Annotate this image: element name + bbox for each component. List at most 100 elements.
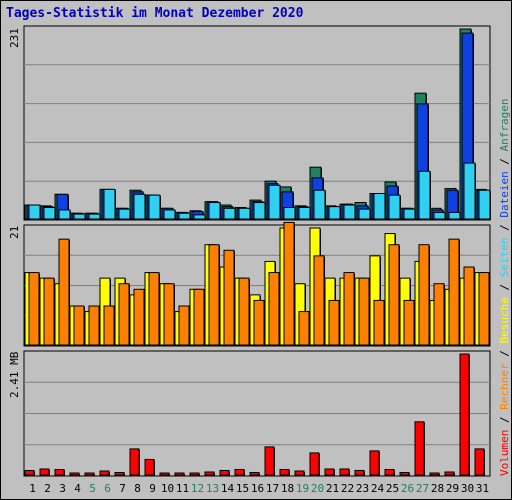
day-label-4: 4 [74, 482, 81, 495]
bar-seiten-day-20 [313, 189, 326, 220]
bar-seiten-day-19 [298, 206, 311, 220]
bar-rechner-day-10 [163, 283, 175, 346]
bar-volumen-day-16 [249, 471, 260, 476]
bar-rechner-day-31 [478, 272, 490, 346]
bar-volumen-day-20 [309, 452, 320, 476]
bar-volumen-day-11 [174, 472, 185, 476]
day-label-3: 3 [59, 482, 66, 495]
day-label-26: 26 [400, 482, 415, 495]
day-label-23: 23 [355, 482, 370, 495]
bar-volumen-day-8 [129, 448, 140, 476]
bar-seiten-day-5 [88, 213, 101, 220]
day-label-5: 5 [89, 482, 96, 495]
day-label-16: 16 [250, 482, 265, 495]
bar-rechner-day-30 [463, 266, 475, 346]
bar-rechner-day-11 [178, 305, 190, 346]
bar-seiten-day-29 [448, 211, 461, 220]
bar-rechner-day-18 [283, 221, 295, 346]
bar-volumen-day-17 [264, 446, 275, 476]
requests-plot-area [23, 25, 491, 221]
bar-rechner-day-22 [343, 272, 355, 346]
bar-seiten-day-7 [118, 208, 131, 220]
bar-seiten-day-17 [268, 184, 281, 220]
day-label-18: 18 [280, 482, 295, 495]
day-label-31: 31 [475, 482, 490, 495]
bar-volumen-day-23 [354, 469, 365, 476]
bar-rechner-day-24 [373, 299, 385, 346]
day-label-25: 25 [385, 482, 400, 495]
bar-seiten-day-6 [103, 188, 116, 220]
bar-seiten-day-3 [58, 209, 71, 220]
bar-rechner-day-1 [28, 272, 40, 346]
bar-volumen-day-26 [399, 471, 410, 476]
bar-rechner-day-7 [118, 283, 130, 346]
bar-rechner-day-15 [238, 277, 250, 346]
bar-volumen-day-4 [69, 472, 80, 476]
day-label-7: 7 [119, 482, 126, 495]
day-label-27: 27 [415, 482, 430, 495]
day-label-9: 9 [149, 482, 156, 495]
day-label-14: 14 [220, 482, 235, 495]
bar-volumen-day-21 [324, 468, 335, 476]
bar-volumen-day-3 [54, 468, 65, 476]
bar-seiten-day-8 [133, 193, 146, 220]
bar-volumen-day-29 [444, 471, 455, 476]
bar-seiten-day-28 [433, 211, 446, 220]
bar-volumen-day-1 [24, 469, 35, 476]
bar-volumen-day-5 [84, 472, 95, 476]
bar-seiten-day-4 [73, 213, 86, 220]
day-label-21: 21 [325, 482, 340, 495]
bar-seiten-day-10 [163, 209, 176, 220]
day-label-11: 11 [175, 482, 190, 495]
bar-volumen-day-14 [219, 469, 230, 476]
bar-seiten-day-21 [328, 206, 341, 220]
bar-volumen-day-7 [114, 471, 125, 476]
bar-volumen-day-25 [384, 468, 395, 476]
bar-seiten-day-14 [223, 207, 236, 220]
bar-rechner-day-29 [448, 238, 460, 346]
bar-volumen-day-15 [234, 468, 245, 476]
bar-volumen-day-6 [99, 470, 110, 476]
bar-seiten-day-31 [478, 189, 491, 220]
bar-seiten-day-25 [388, 194, 401, 220]
day-label-19: 19 [295, 482, 310, 495]
bar-seiten-day-30 [463, 162, 476, 220]
bar-volumen-day-13 [204, 471, 215, 476]
bar-seiten-day-23 [358, 208, 371, 220]
bar-seiten-day-22 [343, 204, 356, 220]
bar-rechner-day-19 [298, 311, 310, 346]
bar-seiten-day-27 [418, 170, 431, 220]
bar-volumen-day-27 [414, 421, 425, 476]
day-label-24: 24 [370, 482, 385, 495]
day-label-8: 8 [134, 482, 141, 495]
bar-volumen-day-30 [459, 353, 470, 476]
bar-seiten-day-12 [193, 214, 206, 220]
bar-rechner-day-25 [388, 244, 400, 346]
bar-rechner-day-16 [253, 299, 265, 346]
bar-rechner-day-14 [223, 249, 235, 346]
day-label-1: 1 [29, 482, 36, 495]
day-label-17: 17 [265, 482, 280, 495]
day-label-2: 2 [44, 482, 51, 495]
bar-volumen-day-22 [339, 468, 350, 476]
bar-rechner-day-23 [358, 277, 370, 346]
chart-title: Tages-Statistik im Monat Dezember 2020 [6, 6, 304, 21]
bar-rechner-day-12 [193, 288, 205, 346]
bar-seiten-day-18 [283, 206, 296, 220]
bar-rechner-day-6 [103, 305, 115, 346]
bar-seiten-day-16 [253, 202, 266, 220]
bar-volumen-day-18 [279, 468, 290, 476]
bar-rechner-day-17 [268, 272, 280, 346]
bar-rechner-day-4 [73, 305, 85, 346]
bar-seiten-day-13 [208, 202, 221, 220]
bar-seiten-day-11 [178, 212, 191, 220]
day-label-6: 6 [104, 482, 111, 495]
day-label-10: 10 [160, 482, 175, 495]
bar-rechner-day-9 [148, 272, 160, 346]
bar-rechner-day-21 [328, 299, 340, 346]
day-label-30: 30 [460, 482, 475, 495]
bar-rechner-day-3 [58, 238, 70, 346]
bar-seiten-day-9 [148, 194, 161, 220]
bar-seiten-day-1 [28, 204, 41, 220]
day-label-15: 15 [235, 482, 250, 495]
